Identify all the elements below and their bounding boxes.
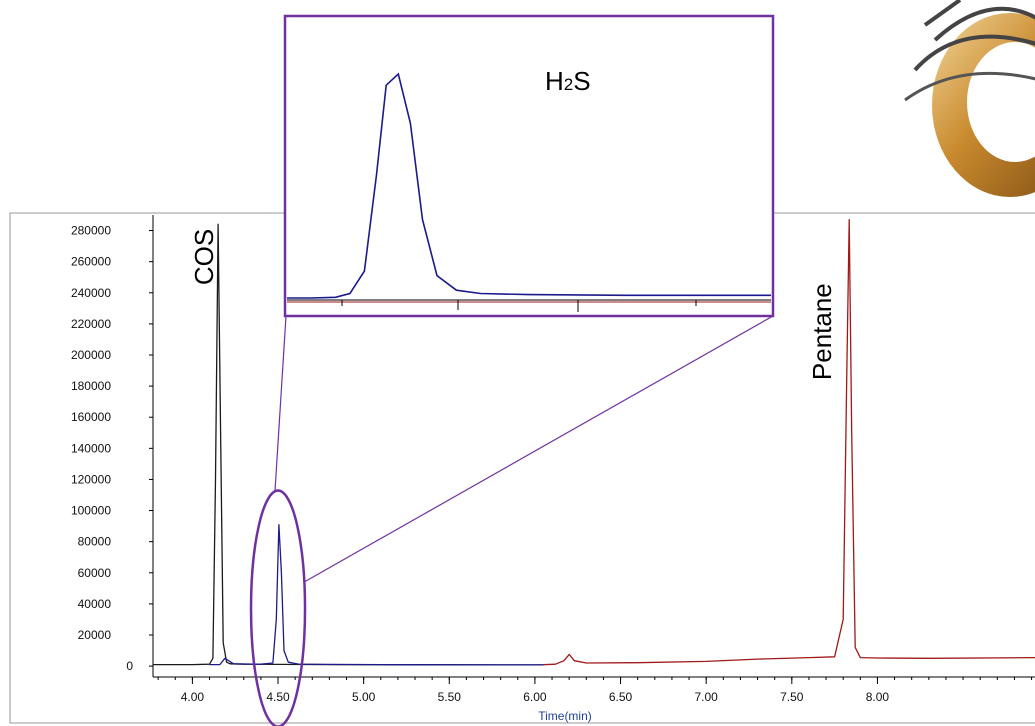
y-tick-label: 220000 bbox=[71, 317, 111, 331]
y-axis-ticks: 0 20000 40000 60000 80000 100000 120000 140000 1… bbox=[71, 224, 153, 673]
y-tick-label: 260000 bbox=[71, 255, 111, 269]
x-tick-label: 6.00 bbox=[523, 690, 547, 704]
inset-label-h2s: H2S bbox=[545, 66, 591, 96]
trace-red bbox=[543, 219, 1035, 666]
x-axis-ticks: 4.00 4.50 5.00 5.50 6.00 6.50 7.00 7.50 8.00 bbox=[157, 677, 1033, 704]
y-tick-label: 240000 bbox=[71, 286, 111, 300]
h2s-highlight-ellipse bbox=[249, 489, 307, 726]
y-tick-label: 40000 bbox=[78, 597, 112, 611]
x-tick-label: 7.00 bbox=[694, 690, 718, 704]
y-tick-label: 180000 bbox=[71, 379, 111, 393]
y-tick-label: 120000 bbox=[71, 472, 111, 486]
x-tick-label: 7.50 bbox=[780, 690, 804, 704]
x-tick-label: 5.50 bbox=[438, 690, 462, 704]
inset-ticks bbox=[341, 300, 697, 312]
inset-connector-right bbox=[303, 315, 774, 583]
x-tick-label: 4.50 bbox=[266, 690, 290, 704]
y-tick-label: 140000 bbox=[71, 441, 111, 455]
x-tick-label: 8.00 bbox=[866, 690, 890, 704]
peak-label-pentane: Pentane bbox=[807, 283, 837, 380]
x-tick-label: 6.50 bbox=[609, 690, 633, 704]
y-tick-label: 160000 bbox=[71, 410, 111, 424]
y-tick-label: 60000 bbox=[78, 566, 112, 580]
peak-label-cos: COS bbox=[189, 229, 219, 285]
trace-blue bbox=[209, 523, 544, 666]
y-tick-label: 20000 bbox=[78, 628, 112, 642]
x-tick-label: 4.00 bbox=[181, 690, 205, 704]
inset-frame bbox=[283, 14, 775, 318]
inset-h2s-trace bbox=[287, 72, 771, 299]
inset-connector-left bbox=[274, 315, 287, 491]
x-axis-title: Time(min) bbox=[538, 709, 592, 723]
y-tick-label: 80000 bbox=[78, 535, 112, 549]
y-tick-label: 0 bbox=[126, 659, 133, 673]
chromatogram-traces bbox=[153, 219, 1035, 666]
y-tick-label: 200000 bbox=[71, 348, 111, 362]
y-tick-label: 280000 bbox=[71, 224, 111, 238]
x-tick-label: 5.00 bbox=[352, 690, 376, 704]
gc-column-coil-image bbox=[904, 0, 1035, 197]
y-tick-label: 100000 bbox=[71, 504, 111, 518]
h2s-inset: H2S bbox=[283, 14, 775, 318]
